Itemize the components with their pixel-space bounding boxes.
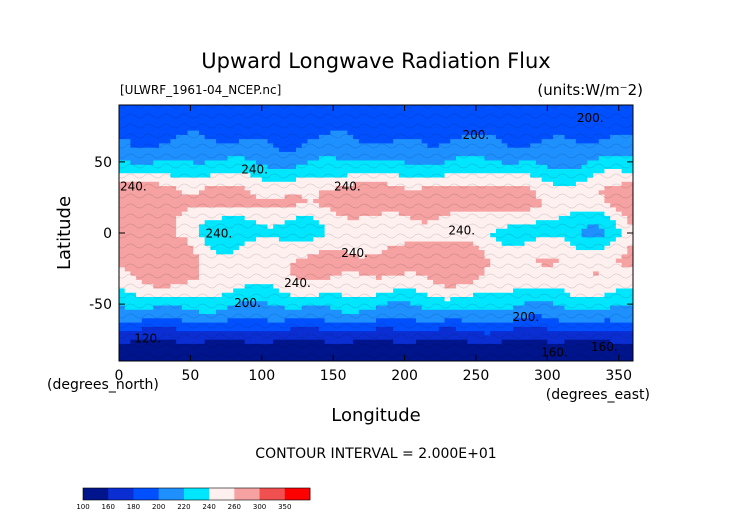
heatmap-field	[119, 105, 633, 361]
chart-title: Upward Longwave Radiation Flux	[201, 49, 550, 73]
units-label: (units:W/m⁻2)	[537, 81, 643, 99]
dataset-label: [ULWRF_1961-04_NCEP.nc]	[120, 83, 281, 97]
